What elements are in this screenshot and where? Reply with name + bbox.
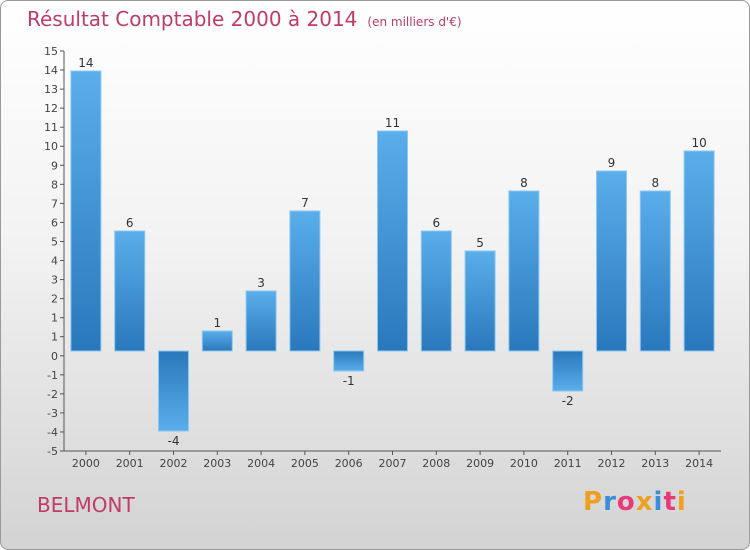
logo-letter: o: [616, 487, 636, 517]
data-label-2012: 9: [608, 156, 616, 170]
logo-letter: P: [583, 487, 604, 517]
bar-2001: [114, 230, 146, 352]
x-tick-label: 2008: [422, 457, 450, 470]
y-tick-label: 2: [51, 293, 58, 306]
x-tick-label: 2006: [335, 457, 363, 470]
bar-2010: [508, 190, 540, 352]
y-tick-label: 1: [51, 331, 58, 344]
bar-2002: [158, 350, 189, 432]
logo-letter: i: [653, 487, 664, 517]
bar-2008: [420, 230, 452, 352]
bar-2004: [245, 290, 277, 352]
y-tick-label: 12: [44, 102, 58, 115]
y-tick-label: -4: [47, 426, 58, 439]
y-tick-label: 14: [44, 64, 58, 77]
y-tick-label: 8: [51, 178, 58, 191]
data-labels: 14 6 -4 1 3 7 -1 11 6 5 8 -2 9 8 10: [78, 56, 706, 448]
data-label-2005: 7: [301, 196, 309, 210]
logo-letter: r: [603, 487, 617, 517]
x-axis: 2000 2001 2002 2003 2004 2005 2006 2007 2008 2009…: [64, 450, 721, 470]
proxiti-logo[interactable]: Proxiti: [583, 487, 687, 517]
y-tick-label: 9: [51, 159, 58, 172]
bar-2005: [289, 210, 321, 352]
commune-name: BELMONT: [37, 493, 135, 517]
x-tick-label: 2005: [291, 457, 319, 470]
bar-2007: [377, 130, 408, 352]
x-tick-label: 2007: [379, 457, 407, 470]
bar-2003: [201, 330, 233, 352]
bar-2006: [333, 350, 365, 372]
x-tick-label: 2004: [247, 457, 275, 470]
data-label-2007: 11: [385, 116, 400, 130]
logo-letter: i: [676, 487, 687, 517]
chart-title-main: Résultat Comptable 2000 à 2014: [27, 7, 358, 31]
y-tick-label: 5: [51, 235, 58, 248]
data-label-2002: -4: [168, 434, 180, 448]
data-label-2000: 14: [78, 56, 93, 70]
bar-2009: [464, 250, 496, 352]
data-label-2004: 3: [257, 276, 265, 290]
data-label-2011: -2: [562, 394, 574, 408]
x-tick-label: 2014: [685, 457, 713, 470]
y-tick-label: 7: [51, 197, 58, 210]
data-label-2001: 6: [126, 216, 134, 230]
bar-2013: [639, 190, 671, 352]
x-tick-label: 2003: [203, 457, 231, 470]
x-tick-label: 2001: [116, 457, 144, 470]
y-tick-label: 6: [51, 216, 58, 229]
bar-2000: [70, 70, 102, 352]
data-label-2010: 8: [520, 176, 528, 190]
chart-title: Résultat Comptable 2000 à 2014 (en millie…: [27, 7, 462, 31]
bar-2012: [596, 170, 627, 352]
y-tick-label: -5: [47, 445, 58, 458]
y-tick-label: 1: [51, 312, 58, 325]
y-tick-label: 3: [51, 274, 58, 287]
bar-2011: [552, 350, 584, 392]
y-tick-label: -3: [47, 407, 58, 420]
logo-letter: x: [635, 487, 654, 517]
y-tick-label: 11: [44, 121, 58, 134]
x-tick-label: 2012: [598, 457, 626, 470]
bar-2014: [683, 150, 715, 352]
x-tick-label: 2000: [72, 457, 100, 470]
data-label-2009: 5: [476, 236, 484, 250]
x-tick-label: 2009: [466, 457, 494, 470]
y-tick-label: 4: [51, 255, 58, 268]
y-tick-label: -2: [47, 388, 58, 401]
data-label-2003: 1: [213, 316, 221, 330]
y-tick-label: -1: [47, 369, 58, 382]
x-tick-label: 2010: [510, 457, 538, 470]
x-tick-label: 2002: [160, 457, 188, 470]
data-label-2013: 8: [651, 176, 659, 190]
bar-series: [70, 70, 715, 432]
y-tick-label: 0: [51, 350, 58, 363]
data-label-2006: -1: [343, 374, 355, 388]
data-label-2008: 6: [432, 216, 440, 230]
y-tick-label: 13: [44, 83, 58, 96]
data-label-2014: 10: [691, 136, 706, 150]
y-tick-label: 10: [44, 140, 58, 153]
x-tick-label: 2013: [641, 457, 669, 470]
x-tick-label: 2011: [554, 457, 582, 470]
logo-letter: t: [663, 487, 677, 517]
chart-title-unit: (en milliers d'€): [367, 15, 462, 29]
y-tick-label: 15: [44, 45, 58, 58]
